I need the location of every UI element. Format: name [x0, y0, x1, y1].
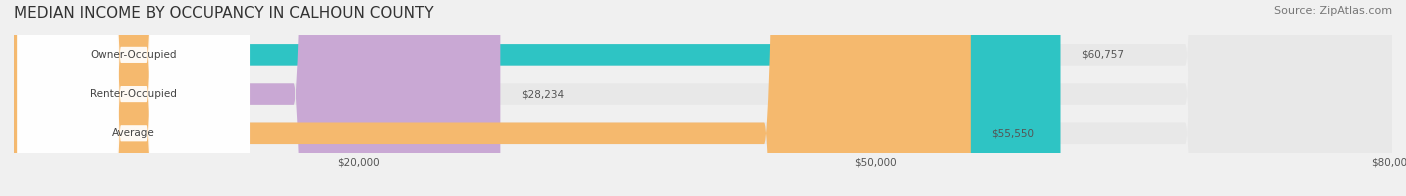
- FancyBboxPatch shape: [14, 0, 501, 196]
- Text: $55,550: $55,550: [991, 128, 1035, 138]
- Text: Source: ZipAtlas.com: Source: ZipAtlas.com: [1274, 6, 1392, 16]
- Text: Renter-Occupied: Renter-Occupied: [90, 89, 177, 99]
- FancyBboxPatch shape: [14, 0, 1392, 196]
- Text: $28,234: $28,234: [522, 89, 564, 99]
- Text: Average: Average: [112, 128, 155, 138]
- FancyBboxPatch shape: [14, 0, 1392, 196]
- FancyBboxPatch shape: [17, 0, 250, 196]
- FancyBboxPatch shape: [14, 0, 1392, 196]
- Text: Owner-Occupied: Owner-Occupied: [90, 50, 177, 60]
- Text: MEDIAN INCOME BY OCCUPANCY IN CALHOUN COUNTY: MEDIAN INCOME BY OCCUPANCY IN CALHOUN CO…: [14, 6, 433, 21]
- Text: $60,757: $60,757: [1081, 50, 1125, 60]
- FancyBboxPatch shape: [14, 0, 970, 196]
- FancyBboxPatch shape: [17, 0, 250, 196]
- FancyBboxPatch shape: [14, 0, 1060, 196]
- FancyBboxPatch shape: [17, 0, 250, 196]
